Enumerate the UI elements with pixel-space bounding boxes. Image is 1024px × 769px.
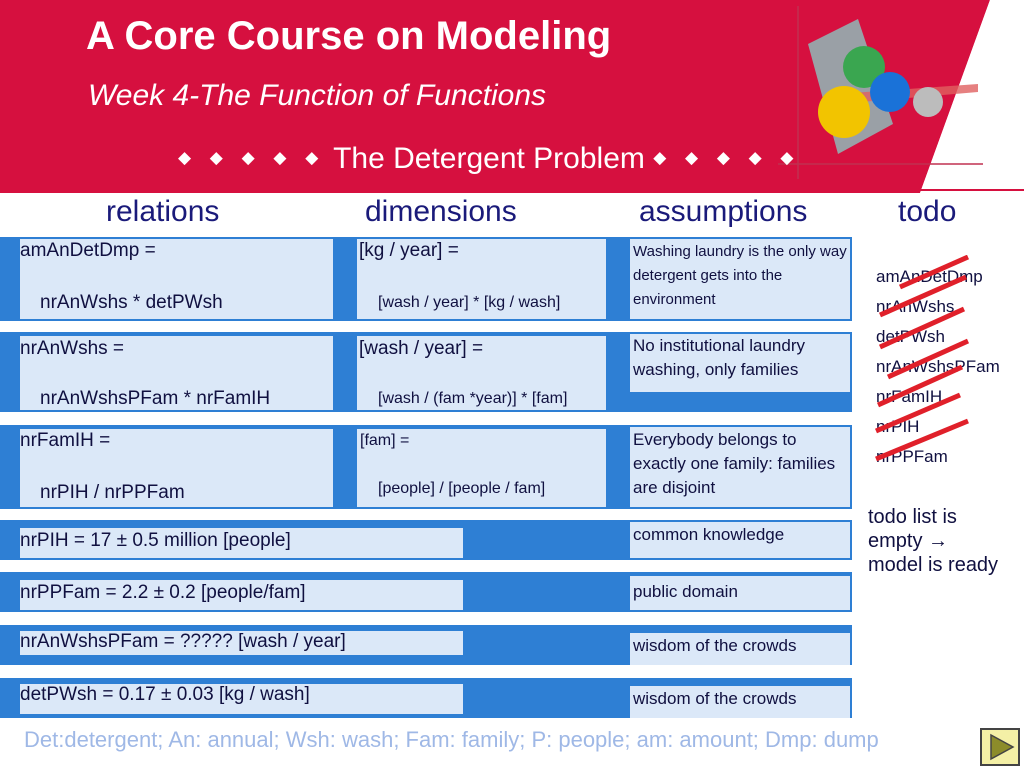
relation-cell	[20, 528, 463, 558]
todo-item: nrPIH	[876, 417, 920, 436]
relation-text: nrAnWshsPFam = ????? [wash / year]	[20, 631, 346, 652]
column-header-assumptions: assumptions	[639, 195, 808, 228]
play-icon	[990, 733, 1015, 761]
dimension-cell	[357, 336, 606, 410]
dimension-line: [kg / year] =	[359, 240, 459, 261]
next-slide-button[interactable]	[980, 728, 1020, 766]
slide-heading-text: The Detergent Problem	[333, 142, 645, 175]
diamond-bullets-right: ◆ ◆ ◆ ◆ ◆	[653, 148, 801, 167]
dimension-cell	[357, 239, 606, 319]
assumption-text: public domain	[633, 582, 738, 601]
slide-heading: ◆ ◆ ◆ ◆ ◆ The Detergent Problem ◆ ◆ ◆ ◆ …	[178, 142, 801, 176]
relation-cell	[20, 580, 463, 610]
dimension-line: [people] / [people / fam]	[378, 480, 546, 497]
relation-line: nrPIH / nrPPFam	[40, 482, 185, 503]
relation-line: nrAnWshs * detPWsh	[40, 292, 223, 313]
dimension-cell	[357, 429, 606, 507]
assumption-cell	[630, 427, 850, 507]
assumption-cell	[630, 522, 850, 558]
assumption-text: wisdom of the crowds	[633, 636, 797, 655]
relation-cell	[20, 684, 463, 714]
relation-line: nrFamIH =	[20, 430, 111, 451]
strike-through-marks	[875, 255, 970, 462]
page-subtitle: Week 4-The Function of Functions	[88, 79, 546, 112]
assumption-cell	[630, 576, 850, 610]
assumption-text: No institutional laundry washing, only f…	[633, 336, 805, 379]
relation-cell	[20, 429, 333, 507]
relation-line: amAnDetDmp =	[20, 240, 156, 261]
assumption-text: Washing laundry is the only way detergen…	[633, 243, 847, 308]
slide-number: 8	[954, 175, 961, 187]
relation-text: detPWsh = 0.17 ± 0.03 [kg / wash]	[20, 684, 310, 705]
diamond-bullets-left: ◆ ◆ ◆ ◆ ◆	[178, 148, 326, 167]
assumption-text: wisdom of the crowds	[633, 689, 797, 708]
assumption-text: Everybody belongs to exactly one family:…	[633, 430, 836, 497]
todo-status-line: todo list is	[868, 506, 957, 528]
abbreviation-legend: Det:detergent; An: annual; Wsh: wash; Fa…	[24, 727, 879, 752]
relation-text: nrPIH = 17 ± 0.5 million [people]	[20, 530, 291, 551]
column-header-todo: todo	[898, 195, 957, 228]
dimension-line: [wash / year] =	[359, 338, 484, 359]
todo-status: todo list is empty → model is ready	[868, 505, 998, 577]
assumption-cell	[630, 633, 850, 665]
column-header-relations: relations	[106, 195, 220, 228]
dimension-line: [fam] =	[360, 432, 410, 449]
assumption-text: common knowledge	[633, 525, 785, 544]
slide-header: A Core Course on Modeling Week 4-The Fun…	[0, 0, 1024, 193]
dimension-line: [wash / year] * [kg / wash]	[378, 294, 561, 311]
relation-cell	[20, 239, 333, 319]
todo-item: nrFamIH	[876, 387, 943, 406]
assumption-cell	[630, 334, 850, 392]
todo-item: nrAnWshsPFam	[876, 357, 1000, 376]
column-header-dimensions: dimensions	[365, 195, 517, 228]
relation-text: nrPPFam = 2.2 ± 0.2 [people/fam]	[20, 582, 306, 603]
relation-line: nrAnWshsPFam * nrFamIH	[40, 388, 271, 409]
relation-cell	[20, 336, 333, 410]
todo-status-line: empty →	[868, 530, 949, 552]
molecule-logo-icon	[778, 6, 983, 179]
todo-item: nrAnWshs	[876, 297, 955, 316]
relation-cell	[20, 631, 463, 655]
header-background	[0, 0, 1024, 193]
assumption-cell	[630, 239, 850, 319]
todo-status-line: model is ready	[868, 554, 999, 576]
page-title: A Core Course on Modeling	[86, 14, 612, 58]
assumption-cell	[630, 686, 850, 718]
dimension-line: [wash / (fam *year)] * [fam]	[378, 390, 568, 407]
relation-line: nrAnWshs =	[20, 338, 125, 359]
